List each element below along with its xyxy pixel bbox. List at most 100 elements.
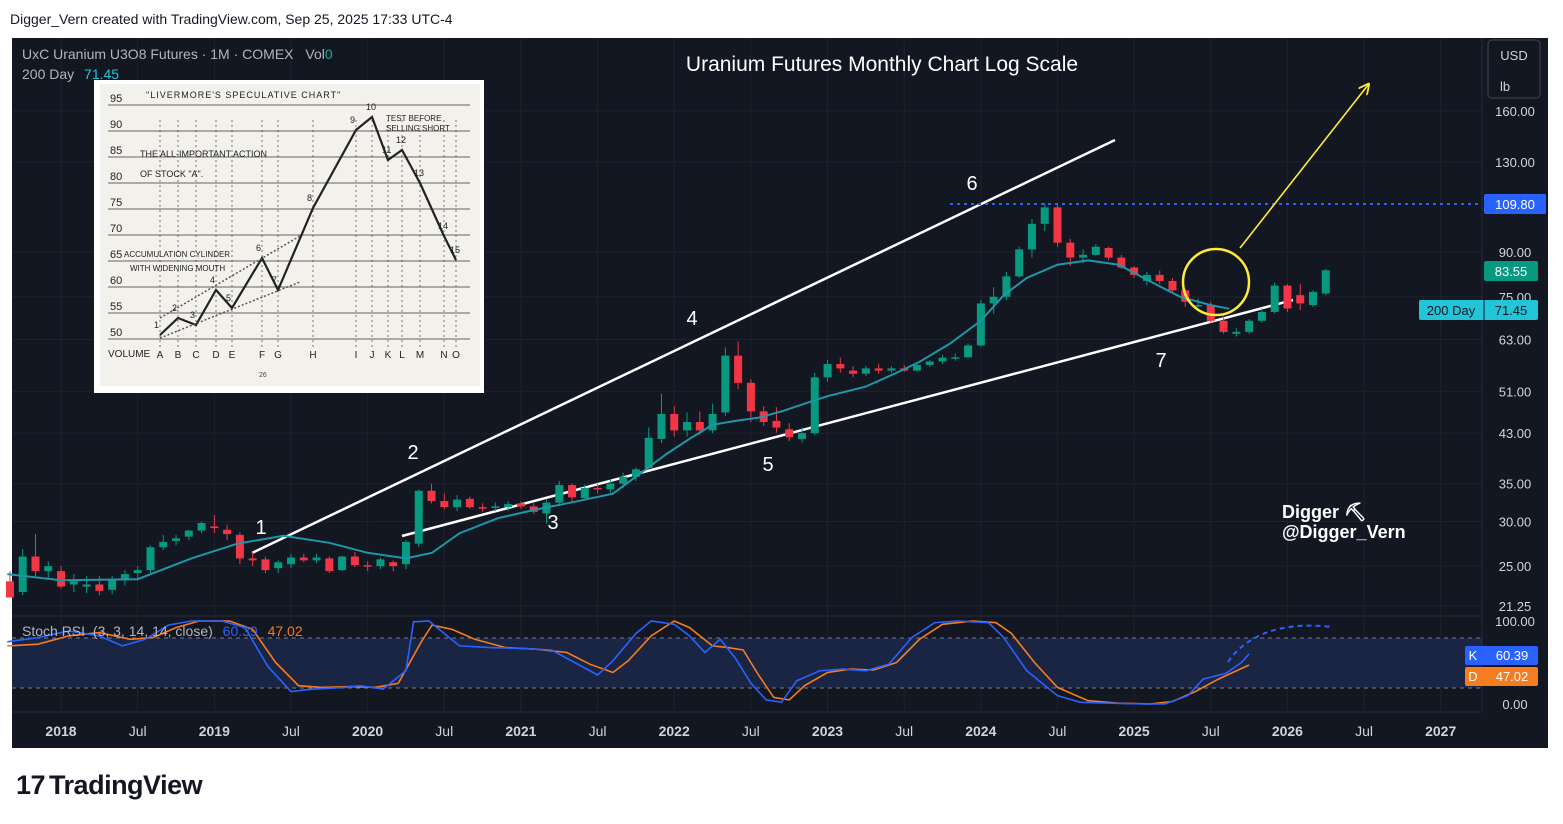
inset-x-label: J: [370, 350, 375, 361]
inset-x-label: G: [274, 350, 282, 361]
inset-x-label: H: [309, 350, 316, 361]
candle-body: [696, 422, 704, 430]
candle-body: [159, 542, 167, 547]
candle-body: [1105, 248, 1113, 258]
candle-body: [1245, 321, 1253, 332]
candle-body: [1283, 286, 1291, 309]
inset-accum2: WITH WIDENING MOUTH: [130, 264, 225, 273]
candle-body: [223, 530, 231, 534]
inset-line1: THE ALL-IMPORTANT ACTION: [140, 149, 267, 159]
candle-body: [1041, 207, 1049, 223]
tradingview-logo[interactable]: 17 TradingView: [16, 770, 202, 801]
candle-body: [440, 501, 448, 507]
inset-point-label: 1: [154, 320, 159, 330]
inset-line2: OF STOCK "A".: [140, 169, 203, 179]
candle-body: [1309, 292, 1317, 305]
inset-x-label: K: [385, 350, 392, 361]
symbol-legend: UxC Uranium U3O8 Futures · 1M · COMEX Vo…: [22, 46, 333, 62]
time-tick-label: 2019: [199, 723, 230, 739]
candle-body: [108, 580, 116, 590]
livermore-inset: "LIVERMORE'S SPECULATIVE CHART" THE ALL-…: [94, 80, 484, 393]
candle-body: [964, 345, 972, 357]
time-tick-label: Jul: [589, 723, 607, 739]
price-tick-label: 63.00: [1499, 333, 1532, 348]
candle-body: [134, 570, 142, 573]
candle-body: [1054, 207, 1062, 242]
ma-badge-value: 71.45: [1495, 303, 1528, 318]
vol-label: Vol: [305, 46, 324, 62]
price-tick-label: 25.00: [1499, 559, 1532, 574]
stoch-legend-d: 47.02: [268, 623, 303, 639]
candle-body: [772, 421, 780, 428]
time-tick-label: Jul: [895, 723, 913, 739]
candle-body: [811, 377, 819, 433]
inset-y-label: 75: [110, 197, 122, 209]
stoch-legend-name: Stoch RSI: [22, 623, 85, 639]
time-tick-label: Jul: [435, 723, 453, 739]
time-tick-label: 2022: [659, 723, 690, 739]
time-tick-label: 2018: [45, 723, 76, 739]
candle-body: [594, 488, 602, 490]
candle-body: [261, 559, 269, 570]
candle-body: [236, 535, 244, 559]
candle-body: [338, 557, 346, 571]
candle-body: [351, 557, 359, 566]
inset-test1: TEST BEFORE: [386, 114, 441, 123]
price-tick-label: 90.00: [1499, 245, 1532, 260]
candle-body: [836, 364, 844, 368]
inset-point-label: 5: [226, 293, 231, 303]
candle-body: [1296, 295, 1304, 303]
price-tick-label: 35.00: [1499, 477, 1532, 492]
inset-page-number: 26: [259, 372, 267, 379]
price-tick-label: 30.00: [1499, 514, 1532, 529]
inset-point-label: 3: [190, 310, 195, 320]
candle-body: [555, 485, 563, 503]
candle-body: [249, 558, 257, 560]
candle-body: [568, 485, 576, 497]
candle-body: [466, 499, 474, 507]
candle-body: [185, 531, 193, 537]
price-tick-label: 160.00: [1495, 104, 1535, 119]
inset-point-label: 12: [396, 135, 406, 145]
inset-x-label: M: [416, 350, 424, 361]
vol-value: 0: [325, 46, 333, 62]
candle-body: [313, 557, 321, 560]
candle-body: [364, 565, 372, 567]
inset-x-label: A: [157, 350, 164, 361]
inset-y-label: 95: [110, 93, 122, 105]
candle-body: [274, 562, 282, 568]
inset-y-label: 50: [110, 327, 122, 339]
candle-body: [824, 364, 832, 377]
candle-body: [1220, 321, 1228, 332]
candle-body: [415, 491, 423, 544]
wave-label-7: 7: [1155, 350, 1166, 372]
price-tick-label: 21.25: [1499, 599, 1532, 614]
candle-body: [325, 558, 333, 571]
symbol-name[interactable]: UxC Uranium U3O8 Futures · 1M · COMEX: [22, 46, 294, 62]
candle-body: [83, 584, 91, 586]
inset-x-label: O: [452, 350, 460, 361]
candle-body: [798, 433, 806, 439]
chart-title: Uranium Futures Monthly Chart Log Scale: [686, 53, 1078, 76]
candle-body: [657, 414, 665, 439]
inset-point-label: 2: [172, 303, 177, 313]
candle-body: [1028, 224, 1036, 250]
time-tick-label: Jul: [282, 723, 300, 739]
stoch-band-fill: [12, 638, 1482, 688]
d-badge-value: 47.02: [1496, 669, 1529, 684]
candle-body: [670, 414, 678, 430]
candle-body: [721, 356, 729, 413]
inset-y-label: 65: [110, 249, 122, 261]
candle-body: [862, 368, 870, 373]
inset-x-label: C: [192, 350, 199, 361]
candle-body: [785, 429, 793, 437]
inset-point-label: 6: [256, 243, 261, 253]
candle-body: [1092, 247, 1100, 255]
candle-body: [198, 523, 206, 531]
inset-y-label: 55: [110, 301, 122, 313]
candle-body: [1015, 249, 1023, 276]
candle-body: [645, 438, 653, 468]
time-tick-label: 2027: [1425, 723, 1456, 739]
tradingview-wordmark: TradingView: [49, 770, 202, 800]
